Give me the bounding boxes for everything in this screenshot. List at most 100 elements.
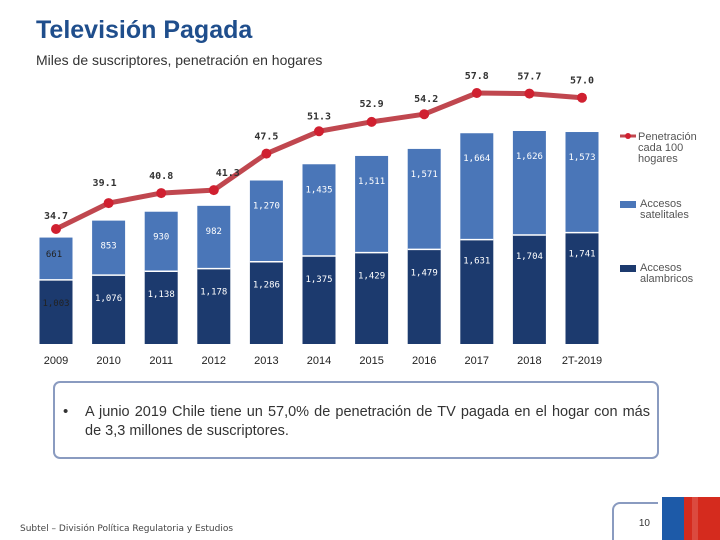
label-wired-2018: 1,704	[516, 252, 543, 262]
legend-satellite-label: Accesos satelitales	[640, 198, 689, 221]
bar-satellite-2014	[302, 164, 336, 257]
x-tick-2015: 2015	[359, 355, 383, 367]
penetration-marker-2012	[208, 185, 219, 196]
x-tick-2009: 2009	[44, 355, 68, 367]
x-tick-2012: 2012	[202, 355, 226, 367]
penetration-marker-2017	[471, 88, 482, 98]
legend-text-line: Accesos	[640, 198, 682, 210]
bar-wired-2017	[460, 239, 494, 344]
page-number-box: 10	[612, 502, 658, 540]
label-wired-2T-2019: 1,741	[568, 250, 595, 260]
penetration-marker-2010	[103, 198, 114, 209]
bar-satellite-2016	[407, 148, 441, 250]
penetration-marker-2015	[366, 116, 377, 127]
bar-wired-2011	[144, 271, 178, 344]
x-tick-2T-2019: 2T-2019	[562, 355, 602, 367]
label-satellite-2015: 1,511	[358, 177, 385, 187]
legend-text-line: Accesos	[640, 262, 682, 274]
page-title: Televisión Pagada	[36, 16, 253, 44]
flag-highlight	[692, 497, 698, 540]
penetration-label-2T-2019: 57.0	[570, 76, 594, 87]
legend-satellite-swatch	[620, 201, 636, 208]
label-wired-2016: 1,479	[411, 268, 438, 278]
legend-wired-swatch	[620, 265, 636, 272]
bar-wired-2012	[197, 268, 231, 344]
label-wired-2015: 1,429	[358, 272, 385, 282]
bar-satellite-2011	[144, 211, 178, 272]
bar-wired-2015	[355, 252, 389, 344]
label-satellite-2T-2019: 1,573	[568, 153, 595, 163]
label-wired-2012: 1,178	[200, 288, 227, 298]
page-number: 10	[638, 518, 650, 529]
x-tick-2013: 2013	[254, 355, 278, 367]
legend-line-label: Penetración cada 100 hogares	[638, 131, 697, 165]
label-satellite-2016: 1,571	[411, 170, 438, 180]
bar-wired-2T-2019	[565, 232, 599, 344]
label-satellite-2017: 1,664	[463, 154, 490, 164]
bar-wired-2018	[512, 235, 546, 344]
bar-satellite-2017	[460, 133, 494, 240]
label-satellite-2010: 853	[100, 242, 116, 252]
penetration-label-2010: 39.1	[93, 178, 117, 189]
legend-wired-label: Accesos alambricos	[640, 262, 694, 285]
x-tick-2014: 2014	[307, 355, 331, 367]
x-tick-2018: 2018	[517, 355, 541, 367]
legend-line-marker	[625, 133, 631, 139]
penetration-label-2011: 40.8	[149, 171, 173, 182]
penetration-label-2016: 54.2	[414, 94, 438, 105]
bar-satellite-2009	[39, 237, 73, 280]
bar-satellite-2013	[249, 180, 283, 262]
bar-wired-2009	[39, 279, 73, 344]
label-wired-2011: 1,138	[148, 290, 175, 300]
legend-text-line: alambricos	[640, 273, 694, 285]
penetration-label-2012: 41.3	[216, 168, 240, 179]
legend-text-line: cada 100	[638, 142, 683, 154]
flag-blue-stripe	[662, 497, 684, 540]
bar-satellite-2012	[197, 205, 231, 269]
penetration-label-2009: 34.7	[44, 211, 68, 222]
chile-flag-logo	[662, 497, 720, 540]
penetration-label-2018: 57.7	[517, 72, 541, 83]
penetration-label-2015: 52.9	[360, 99, 384, 110]
bar-satellite-2T-2019	[565, 132, 599, 233]
x-tick-2016: 2016	[412, 355, 436, 367]
penetration-label-2017: 57.8	[465, 71, 489, 82]
penetration-marker-2016	[419, 109, 430, 120]
label-wired-2010: 1,076	[95, 294, 122, 304]
footer-source: Subtel – División Política Regulatoria y…	[20, 524, 234, 534]
note-bullet: •	[63, 403, 69, 420]
bar-satellite-2015	[355, 155, 389, 253]
note-box: • A junio 2019 Chile tiene un 57,0% de p…	[53, 381, 659, 459]
label-satellite-2009: 661	[46, 250, 62, 260]
bar-wired-2014	[302, 256, 336, 344]
penetration-marker-2011	[156, 188, 167, 199]
x-tick-2017: 2017	[465, 355, 489, 367]
flag-red-stripe	[684, 497, 720, 540]
label-satellite-2018: 1,626	[516, 152, 543, 162]
label-satellite-2014: 1,435	[305, 185, 332, 195]
label-satellite-2013: 1,270	[253, 202, 280, 212]
bar-satellite-2010	[92, 220, 126, 276]
legend-text-line: Penetración	[638, 131, 697, 143]
note-text: A junio 2019 Chile tiene un 57,0% de pen…	[85, 404, 650, 439]
penetration-marker-2T-2019	[577, 92, 587, 103]
bar-wired-2016	[407, 249, 441, 344]
label-wired-2013: 1,286	[253, 281, 280, 291]
legend-text-line: satelitales	[640, 209, 689, 221]
label-wired-2017: 1,631	[463, 257, 490, 267]
label-satellite-2012: 982	[206, 227, 222, 237]
label-wired-2014: 1,375	[305, 275, 332, 285]
penetration-label-2013: 47.5	[254, 132, 278, 143]
label-satellite-2011: 930	[153, 233, 169, 243]
penetration-marker-2009	[51, 224, 61, 234]
x-tick-2010: 2010	[96, 355, 120, 367]
penetration-marker-2013	[261, 148, 272, 159]
penetration-marker-2014	[314, 126, 324, 137]
subscribers-chart: 1,003 1,076 1,138 1,178 1,286 1,375 1,429 1,479…	[39, 71, 697, 367]
bar-wired-2013	[249, 261, 283, 344]
legend-text-line: hogares	[638, 153, 678, 165]
x-tick-2011: 2011	[149, 355, 173, 367]
penetration-marker-2018	[524, 88, 535, 99]
bar-wired-2010	[92, 275, 126, 344]
penetration-label-2014: 51.3	[307, 111, 331, 122]
